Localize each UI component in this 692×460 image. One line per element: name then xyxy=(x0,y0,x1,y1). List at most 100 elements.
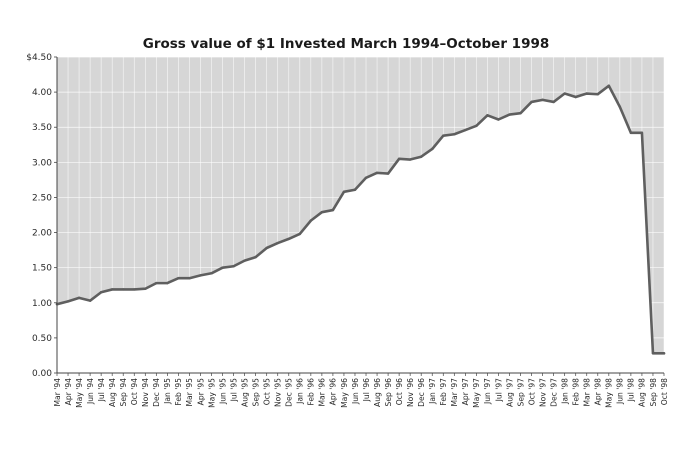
data-point xyxy=(331,208,335,212)
x-tick-label: Apr '97 xyxy=(461,378,470,405)
x-axis-ticks: Mar '94 Apr '94 May '94 Jun '94 Jul '94 Aug '… xyxy=(53,373,669,408)
data-point xyxy=(177,277,180,280)
data-point xyxy=(342,190,346,194)
data-point xyxy=(199,274,202,277)
x-tick-label: Jun '97 xyxy=(483,378,492,405)
x-tick-label: Oct '96 xyxy=(395,378,404,405)
y-axis-ticks: 0.00 0.50 1.00 1.50 2.00 2.50 3.00 3.50 4.00 $4.5… xyxy=(26,53,57,379)
y-tick-label: 1.00 xyxy=(32,299,52,309)
x-tick-label: Sep '97 xyxy=(516,378,525,407)
data-point xyxy=(110,288,114,291)
data-point xyxy=(88,299,92,302)
x-tick-label: May '98 xyxy=(605,378,614,408)
x-tick-label: Jul '95 xyxy=(229,378,238,402)
x-tick-label: Feb '95 xyxy=(174,378,183,406)
data-point xyxy=(519,111,522,115)
x-tick-label: Dec '94 xyxy=(152,378,161,407)
data-point xyxy=(77,296,81,300)
data-point xyxy=(431,147,434,151)
x-tick-label: Apr '98 xyxy=(594,378,603,405)
data-point xyxy=(464,128,467,132)
x-tick-label: May '97 xyxy=(472,378,481,408)
x-tick-label: Apr '94 xyxy=(64,378,73,405)
data-point xyxy=(298,232,301,236)
data-point xyxy=(99,291,103,294)
data-point xyxy=(530,100,533,104)
y-tick-label: 3.00 xyxy=(32,158,52,168)
data-point xyxy=(508,113,511,116)
data-point xyxy=(574,95,577,99)
data-point xyxy=(420,155,423,158)
x-tick-label: Aug '97 xyxy=(505,378,514,407)
x-tick-label: Sep '96 xyxy=(384,378,393,407)
x-tick-label: Jul '96 xyxy=(362,378,371,402)
plot-area xyxy=(55,56,666,374)
data-point xyxy=(585,92,588,95)
x-tick-label: Feb '96 xyxy=(307,378,316,406)
y-tick-label: 2.00 xyxy=(32,229,52,239)
data-point xyxy=(353,188,357,191)
x-tick-label: Aug '94 xyxy=(108,378,117,407)
x-tick-label: Feb '97 xyxy=(439,378,448,406)
y-tick-label: 3.50 xyxy=(32,123,52,133)
data-point xyxy=(254,255,257,259)
data-point xyxy=(475,124,478,128)
data-point xyxy=(122,288,125,291)
data-point xyxy=(375,171,379,175)
data-point xyxy=(640,131,644,135)
data-point xyxy=(651,352,655,355)
x-tick-label: Mar '95 xyxy=(185,378,194,407)
data-point xyxy=(563,92,566,95)
x-tick-label: Dec '97 xyxy=(549,378,558,407)
x-tick-label: Jan '98 xyxy=(560,378,569,405)
x-tick-label: Jul '98 xyxy=(627,378,636,402)
x-tick-label: Nov '95 xyxy=(274,378,283,407)
x-tick-label: Nov '94 xyxy=(141,378,150,407)
data-point xyxy=(596,93,599,96)
data-point xyxy=(618,105,622,109)
x-tick-label: Mar '98 xyxy=(583,378,592,407)
x-tick-label: Mar '94 xyxy=(53,378,62,407)
data-point xyxy=(408,158,412,161)
data-point xyxy=(232,265,235,268)
data-point xyxy=(386,172,390,175)
data-point xyxy=(287,237,290,241)
y-tick-label: 4.00 xyxy=(32,88,52,98)
x-tick-label: Aug '98 xyxy=(638,378,647,407)
data-point xyxy=(497,118,500,121)
y-tick-label: 1.50 xyxy=(32,264,52,274)
data-point xyxy=(629,131,633,135)
data-point xyxy=(320,210,324,214)
x-tick-label: Sep '94 xyxy=(119,378,128,407)
x-tick-label: Jan '95 xyxy=(163,378,172,405)
x-tick-label: Oct '95 xyxy=(262,378,271,405)
x-tick-label: Nov '96 xyxy=(406,378,415,407)
data-point xyxy=(607,84,611,87)
shaded-area xyxy=(57,57,664,354)
x-tick-label: Jul '94 xyxy=(97,378,106,402)
data-point xyxy=(486,114,489,117)
x-tick-label: Dec '96 xyxy=(417,378,426,407)
x-tick-label: May '94 xyxy=(75,378,84,408)
x-tick-label: Jun '98 xyxy=(616,378,625,405)
x-tick-label: Jun '96 xyxy=(351,378,360,405)
series-line xyxy=(55,84,666,355)
data-point xyxy=(276,241,279,245)
data-point xyxy=(155,281,158,285)
y-tick-label: 0.00 xyxy=(32,369,52,379)
data-point xyxy=(397,157,401,161)
x-tick-label: Dec '95 xyxy=(285,378,294,407)
x-tick-label: Aug '96 xyxy=(373,378,382,407)
data-point xyxy=(442,134,445,137)
x-tick-label: Aug '95 xyxy=(240,378,249,407)
x-tick-label: May '96 xyxy=(340,378,349,408)
data-point xyxy=(144,287,147,290)
data-point xyxy=(265,246,268,250)
x-tick-label: Jun '95 xyxy=(218,378,227,405)
data-point xyxy=(210,272,213,275)
x-tick-label: Oct '98 xyxy=(660,378,669,405)
data-point xyxy=(541,98,544,102)
y-tick-label: 0.50 xyxy=(32,334,52,344)
data-point xyxy=(66,300,70,303)
